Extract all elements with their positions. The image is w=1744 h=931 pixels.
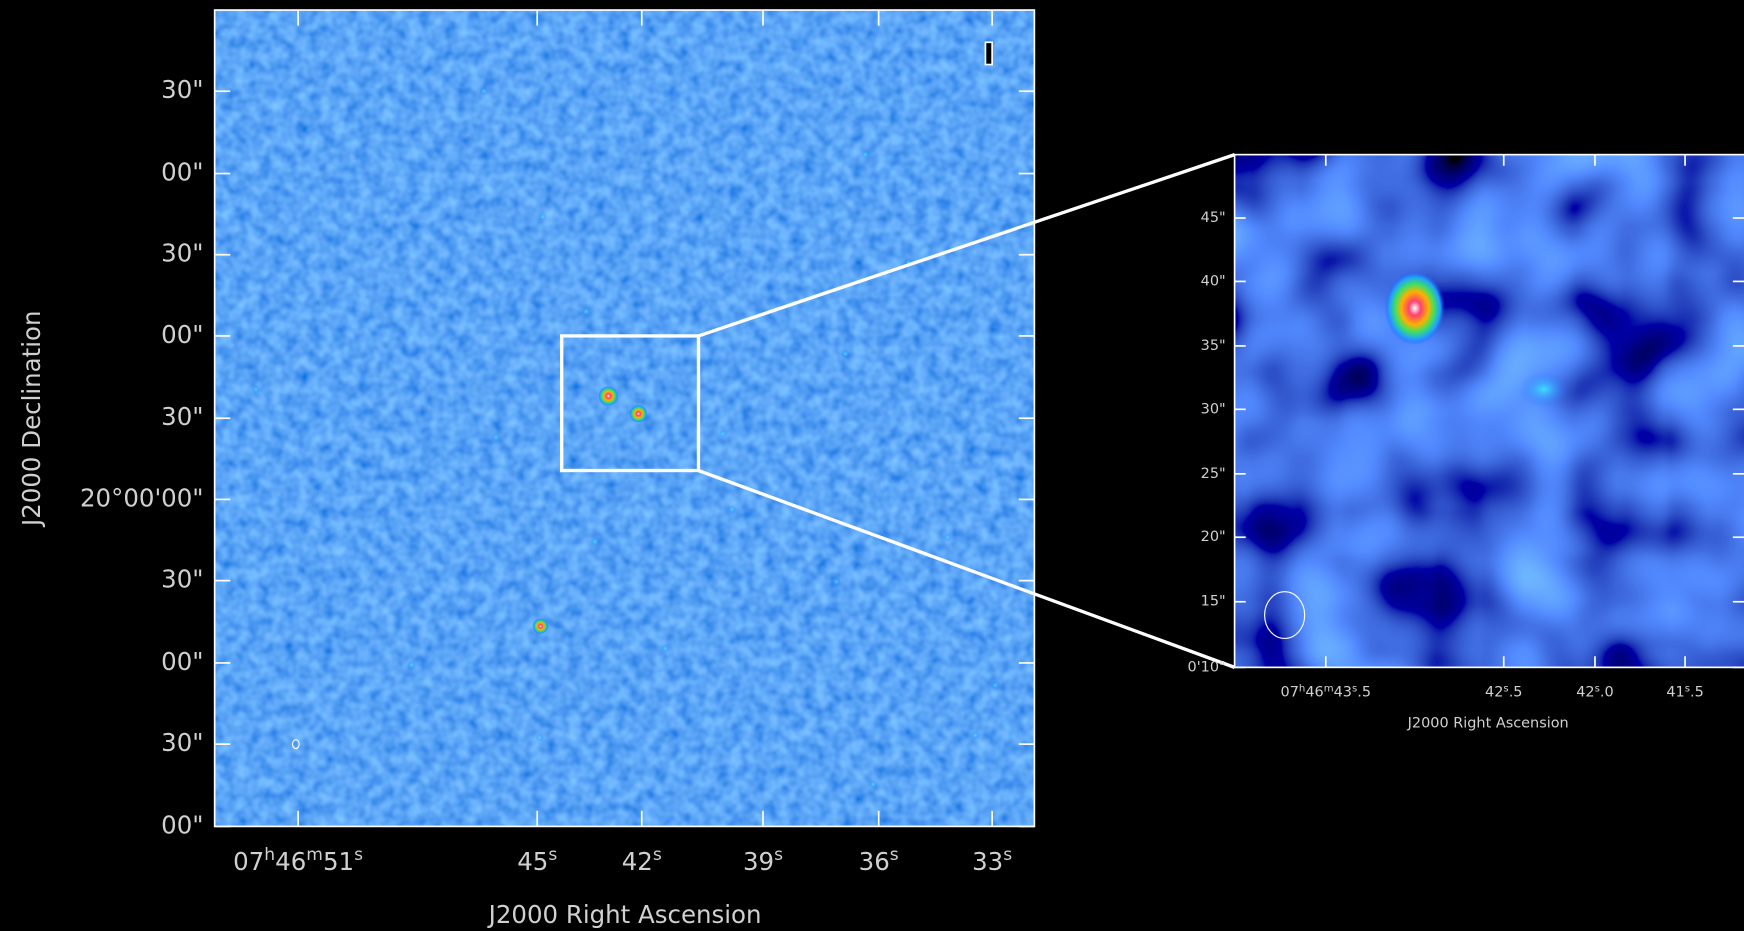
- x-tick-label: 07h46m43s.5: [1281, 683, 1371, 701]
- faint-source: [590, 537, 600, 547]
- x-tick-label: 41s.5: [1666, 683, 1703, 701]
- x-axis-title: J2000 Right Ascension: [487, 900, 762, 929]
- label-part: 39: [743, 847, 774, 876]
- source: [598, 385, 619, 406]
- x-tick-label: 33s: [972, 845, 1012, 876]
- faint-source: [868, 779, 878, 789]
- x-tick-label: 07h46m51s: [233, 845, 363, 876]
- y-tick-label: 00": [161, 158, 203, 187]
- y-tick-label: 00": [161, 647, 203, 676]
- label-part: 07: [233, 847, 264, 876]
- y-tick-label: 20°00'00": [80, 483, 204, 512]
- faint-source: [840, 349, 850, 359]
- faint-sources: [251, 86, 1000, 789]
- faint-source: [660, 644, 670, 653]
- superscript: s: [548, 845, 557, 865]
- label-part: 46: [1305, 684, 1323, 700]
- y-tick-label: 35": [1201, 338, 1226, 354]
- label-part: 07: [1281, 684, 1299, 700]
- label-part: .5: [1509, 684, 1523, 700]
- x-tick-label: 42s.5: [1485, 683, 1522, 701]
- faint-source: [991, 680, 1000, 690]
- x-axis-title: J2000 Right Ascension: [1407, 715, 1569, 731]
- label-part: 42: [622, 847, 653, 876]
- superscript: h: [264, 845, 275, 865]
- y-tick-label: 30": [161, 75, 203, 104]
- source: [629, 404, 648, 423]
- superscript: s: [1685, 683, 1690, 694]
- label-part: 36: [859, 847, 890, 876]
- superscript: s: [774, 845, 783, 865]
- label-part: .5: [1357, 684, 1371, 700]
- faint-source: [534, 732, 544, 742]
- zoom-line: [697, 468, 1236, 669]
- inset-image: [1234, 154, 1744, 668]
- y-tick-label: 25": [1201, 466, 1226, 482]
- faint-source: [727, 504, 737, 514]
- label-part: 45: [517, 847, 548, 876]
- zoom-line: [697, 153, 1236, 338]
- marker: [984, 41, 993, 66]
- y-tick-label: 30": [161, 402, 203, 431]
- y-axis-title: J2000 Declination: [17, 311, 46, 528]
- y-tick-label: 0'10": [1188, 659, 1226, 675]
- x-tick-label: 39s: [743, 845, 783, 876]
- faint-source: [970, 730, 980, 740]
- superscript: m: [306, 845, 323, 865]
- superscript: s: [1003, 845, 1012, 865]
- y-tick-label: 00": [161, 320, 203, 349]
- beam: [1264, 591, 1306, 640]
- superscript: s: [890, 845, 899, 865]
- faint-source: [831, 577, 841, 587]
- y-tick-label: 30": [161, 565, 203, 594]
- faint-source: [581, 307, 591, 316]
- y-tick-label: 30": [161, 239, 203, 268]
- y-tick-label: 40": [1201, 273, 1226, 289]
- label-part: .5: [1690, 684, 1704, 700]
- x-tick-label: 42s.0: [1576, 683, 1613, 701]
- source: [532, 618, 549, 635]
- label-part: 51: [323, 847, 354, 876]
- superscript: s: [653, 845, 662, 865]
- faint-source: [479, 86, 489, 96]
- label-part: 41: [1666, 684, 1684, 700]
- faint-source: [718, 429, 728, 439]
- label-part: 42: [1485, 684, 1503, 700]
- label-part: 43: [1334, 684, 1352, 700]
- label-part: 42: [1576, 684, 1594, 700]
- beam: [291, 739, 300, 750]
- main-panel: [213, 9, 1036, 828]
- faint-source: [251, 384, 261, 394]
- x-tick-label: 42s: [622, 845, 662, 876]
- label-part: .0: [1600, 684, 1614, 700]
- main-image: [214, 10, 1035, 827]
- y-tick-label: 45": [1201, 210, 1226, 226]
- y-tick-label: 20": [1201, 529, 1226, 545]
- superscript: s: [354, 845, 363, 865]
- zoom-box: [560, 334, 701, 473]
- faint-source: [943, 532, 953, 542]
- label-part: 33: [972, 847, 1003, 876]
- source: [1384, 271, 1445, 345]
- superscript: h: [1299, 683, 1305, 694]
- faint-source: [538, 212, 548, 222]
- label-part: 46: [275, 847, 306, 876]
- faint-source: [860, 150, 870, 160]
- superscript: m: [1324, 683, 1334, 694]
- x-tick-label: 45s: [517, 845, 557, 876]
- y-tick-label: 30": [1201, 401, 1226, 417]
- y-tick-label: 00": [161, 810, 203, 839]
- superscript: s: [1595, 683, 1600, 694]
- source: [1519, 371, 1569, 408]
- x-tick-label: 36s: [859, 845, 899, 876]
- frame: [1233, 153, 1744, 669]
- faint-source: [407, 660, 416, 670]
- y-tick-label: 30": [161, 728, 203, 757]
- inset-panel: [1233, 153, 1744, 669]
- y-tick-label: 15": [1201, 594, 1226, 610]
- superscript: s: [1352, 683, 1357, 694]
- faint-source: [491, 432, 501, 442]
- superscript: s: [1503, 683, 1508, 694]
